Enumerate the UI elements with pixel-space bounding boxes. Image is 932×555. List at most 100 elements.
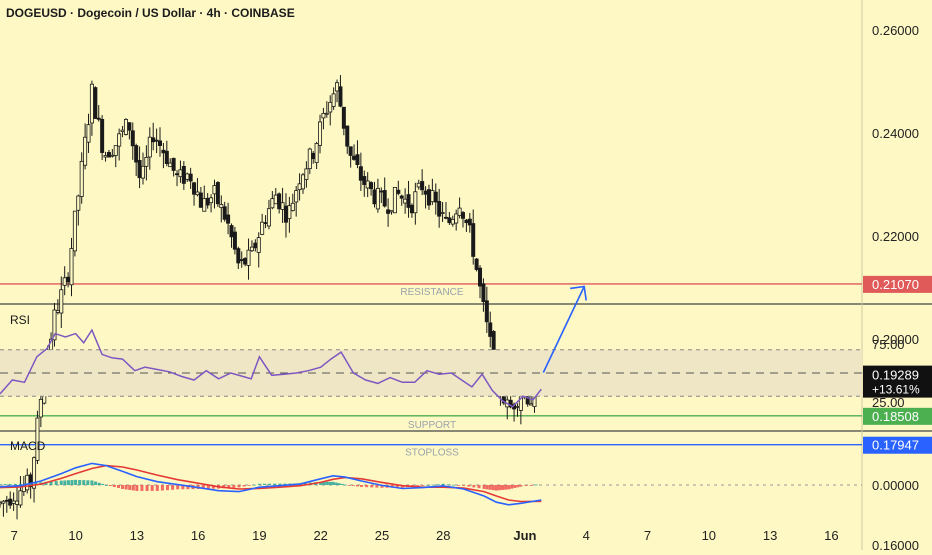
macd-histogram-bar (34, 482, 38, 485)
level-price-label: 0.21070 (872, 277, 919, 292)
candle-body (202, 198, 207, 212)
candle-body (283, 205, 288, 223)
candle-body (249, 246, 254, 252)
macd-histogram-bar (176, 485, 180, 490)
macd-histogram-bar (257, 483, 261, 485)
macd-histogram-bar (482, 485, 486, 489)
x-tick-label: 7 (11, 528, 18, 543)
candle-body (120, 129, 125, 132)
macd-histogram-bar (116, 485, 120, 488)
candle-body (515, 406, 520, 408)
level-price-badge (863, 275, 932, 293)
candle-body (372, 189, 377, 205)
macd-histogram-bar (121, 485, 125, 489)
candle-body (426, 189, 431, 206)
macd-histogram-bar (303, 483, 307, 485)
candle-body (209, 197, 214, 204)
candle-body (205, 197, 210, 206)
macd-histogram-bar (322, 481, 326, 485)
last-price-label: 0.19289 (872, 368, 919, 383)
price-tick-label: 0.16000 (872, 538, 919, 550)
macd-histogram-bar (507, 485, 511, 490)
macd-histogram-bar (160, 485, 164, 491)
macd-histogram-bar (500, 485, 504, 490)
macd-histogram-bar (467, 485, 471, 487)
candle-body (389, 210, 394, 213)
macd-histogram-bar (181, 485, 185, 490)
macd-histogram-bar (488, 485, 492, 490)
macd-histogram-bar (140, 485, 144, 491)
candle-body (168, 162, 173, 168)
candle-body (396, 189, 401, 194)
macd-histogram-bar (93, 481, 97, 485)
annotation-resistance: RESISTANCE (400, 287, 463, 298)
candle-body (83, 136, 88, 166)
candle-body (89, 83, 94, 124)
macd-histogram-bar (3, 484, 7, 485)
macd-histogram-bar (124, 485, 128, 490)
candle-body (406, 194, 411, 208)
candle-body (331, 93, 336, 107)
candle-body (229, 225, 234, 238)
macd-histogram-bar (252, 484, 256, 486)
price-tick-label: 0.24000 (872, 126, 919, 141)
candle-body (236, 248, 241, 264)
macd-histogram-bar (331, 481, 335, 485)
macd-histogram-bar (337, 483, 341, 485)
candle-body (59, 289, 64, 314)
macd-histogram-bar (426, 485, 430, 486)
candle-body (348, 146, 353, 156)
candle-body (113, 145, 118, 156)
macd-histogram-bar (497, 485, 501, 491)
annotation-support: SUPPORT (408, 420, 456, 431)
candle-body (140, 165, 145, 179)
macd-histogram-bar (491, 485, 495, 491)
candle-body (488, 322, 493, 337)
macd-histogram-bar (59, 480, 63, 485)
candle-body (192, 182, 197, 195)
macd-histogram-bar (165, 485, 169, 491)
candle-body (461, 212, 466, 219)
candle-body (474, 258, 479, 270)
candle-body (215, 182, 220, 205)
candle-body (246, 249, 251, 266)
macd-histogram-bar (457, 485, 461, 486)
macd-histogram-bar (477, 485, 481, 489)
macd-histogram-bar (263, 483, 267, 485)
last-price-change: +13.61% (872, 383, 920, 397)
candle-body (358, 166, 363, 181)
macd-histogram-bar (171, 485, 175, 490)
macd-histogram-bar (278, 483, 282, 485)
annotation-stoploss: STOPLOSS (405, 448, 459, 459)
candle-body (188, 173, 193, 182)
candle-body (447, 217, 452, 224)
macd-histogram-bar (436, 484, 440, 486)
candle-body (55, 310, 60, 313)
candle-body (352, 155, 357, 160)
candle-body (256, 237, 261, 253)
macd-histogram-bar (472, 485, 476, 488)
x-tick-label: 22 (313, 528, 327, 543)
candle-body (484, 300, 489, 323)
candle-body (123, 119, 128, 135)
macd-histogram-bar (451, 484, 455, 486)
candle-body (219, 204, 224, 208)
x-tick-label: 13 (763, 528, 777, 543)
candle-body (134, 145, 139, 163)
candle-body (328, 101, 333, 113)
candle-body (178, 169, 183, 178)
candle-body (79, 160, 84, 197)
candle-body (32, 457, 37, 489)
macd-histogram-bar (529, 485, 533, 486)
macd-histogram-bar (416, 485, 420, 486)
candle-body (403, 198, 408, 204)
candle-body (355, 154, 360, 166)
macd-tick-label: 0.00000 (872, 478, 919, 493)
candle-body (117, 133, 122, 147)
candle-body (147, 136, 152, 158)
macd-histogram-bar (462, 485, 466, 486)
macd-histogram-bar (70, 480, 74, 485)
candle-body (154, 139, 159, 142)
candle-body (399, 195, 404, 199)
